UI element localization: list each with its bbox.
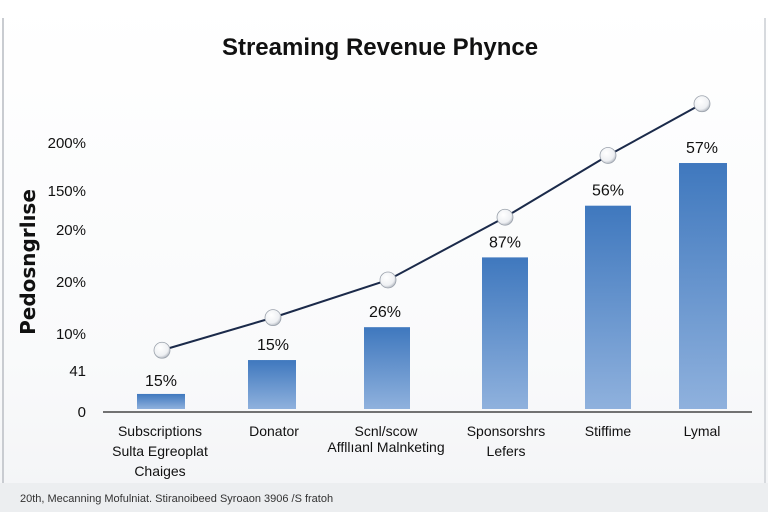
- category-label: Lymal: [684, 423, 721, 439]
- category-label-line: Chaiges: [134, 463, 185, 479]
- y-axis-label: Pedosngrlıse: [16, 189, 40, 335]
- data-label: 15%: [145, 373, 177, 390]
- footer-band: [0, 483, 768, 512]
- category-label-line: Sponsorshrs: [467, 423, 546, 439]
- category-label-line: Lymal: [684, 423, 721, 439]
- category-label-line: Subscriptions: [118, 423, 202, 439]
- footer-note: 20th, Mecanning Mofulniat. Stiranoibeed …: [20, 493, 333, 505]
- category-label-line: Donator: [249, 423, 299, 439]
- bar: [364, 327, 410, 409]
- y-tick-label: 200%: [48, 135, 86, 152]
- left-border: [2, 18, 4, 488]
- data-labels: 15% 15% 26% 87% 56% 57%: [145, 140, 718, 390]
- bar: [585, 205, 631, 409]
- trend-marker: [599, 147, 617, 164]
- chart-title: Streaming Revenue Phynce: [222, 34, 538, 61]
- right-border: [764, 18, 766, 488]
- y-tick-label: 0: [78, 404, 86, 421]
- category-labels: Subscriptions Sulta Egreoplat Chaiges Donat…: [112, 423, 720, 479]
- y-tick-label: 20%: [56, 222, 86, 239]
- bar: [137, 393, 185, 409]
- category-label: Subscriptions Sulta Egreoplat Chaiges: [112, 423, 208, 479]
- bar: [679, 163, 727, 409]
- category-label-line: Sulta Egreoplat: [112, 443, 208, 459]
- category-label-line: Lefers: [487, 443, 526, 459]
- category-label: Stiffime: [585, 423, 632, 439]
- category-label: Scnl/scow Affllıanl Malnketing: [327, 423, 444, 455]
- trend-marker: [379, 271, 397, 289]
- trend-line: [161, 102, 703, 352]
- trend-marker: [693, 95, 711, 113]
- trend-line-group: [153, 95, 711, 359]
- data-label: 57%: [686, 140, 718, 157]
- data-label: 15%: [257, 337, 289, 354]
- category-label: Donator: [249, 423, 299, 439]
- trend-marker: [264, 309, 282, 327]
- y-tick-label: 20%: [56, 274, 86, 291]
- y-tick-label: 150%: [48, 183, 86, 200]
- category-label-line: Scnl/scow: [354, 423, 418, 439]
- y-tick-label: 10%: [56, 326, 86, 343]
- bar: [248, 360, 296, 409]
- bar: [482, 257, 528, 409]
- category-label: Sponsorshrs Lefers: [467, 423, 546, 459]
- data-label: 56%: [592, 183, 624, 200]
- trend-marker: [153, 341, 171, 359]
- y-tick-labels: 200% 150% 20% 20% 10% 41 0: [48, 135, 86, 421]
- trend-marker: [496, 208, 514, 226]
- data-label: 87%: [489, 234, 521, 251]
- bars: [137, 163, 727, 409]
- y-tick-label: 41: [69, 363, 86, 380]
- category-label-line: Stiffime: [585, 423, 632, 439]
- data-label: 26%: [369, 304, 401, 321]
- category-label-line: Affllıanl Malnketing: [327, 439, 444, 455]
